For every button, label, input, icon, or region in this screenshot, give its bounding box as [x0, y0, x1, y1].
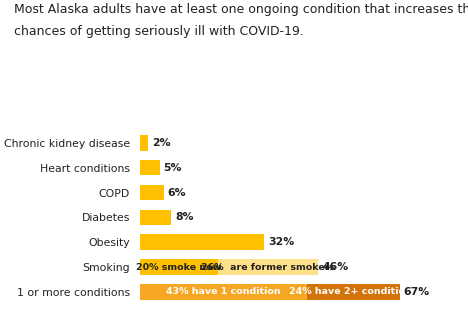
Text: 32%: 32% [268, 237, 294, 247]
Text: 67%: 67% [403, 287, 430, 297]
Text: 26%  are former smokers: 26% are former smokers [201, 262, 335, 272]
Text: 5%: 5% [164, 163, 182, 173]
Bar [140, 284, 307, 300]
Text: 8%: 8% [175, 212, 194, 222]
Bar [140, 234, 264, 250]
Bar [140, 185, 164, 200]
Text: 46%: 46% [322, 262, 349, 272]
Bar [307, 284, 400, 300]
Text: chances of getting seriously ill with COVID-19.: chances of getting seriously ill with CO… [14, 25, 304, 38]
Text: Most Alaska adults have at least one ongoing condition that increases their: Most Alaska adults have at least one ong… [14, 3, 468, 16]
Text: 43% have 1 condition: 43% have 1 condition [166, 287, 281, 296]
Bar [140, 135, 148, 151]
Text: 2%: 2% [152, 138, 171, 148]
Bar [218, 259, 318, 275]
Bar [140, 160, 160, 175]
Bar [140, 259, 218, 275]
Text: 24% have 2+ conditions: 24% have 2+ conditions [289, 287, 417, 296]
Bar [140, 210, 171, 225]
Text: 6%: 6% [168, 187, 186, 198]
Text: 20% smoke now: 20% smoke now [136, 262, 222, 272]
